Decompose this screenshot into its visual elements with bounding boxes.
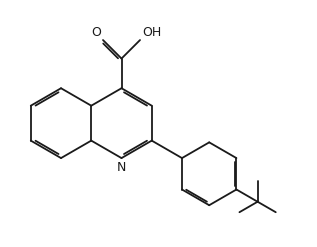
Text: N: N <box>117 161 126 174</box>
Text: OH: OH <box>142 26 161 39</box>
Text: O: O <box>91 26 101 39</box>
